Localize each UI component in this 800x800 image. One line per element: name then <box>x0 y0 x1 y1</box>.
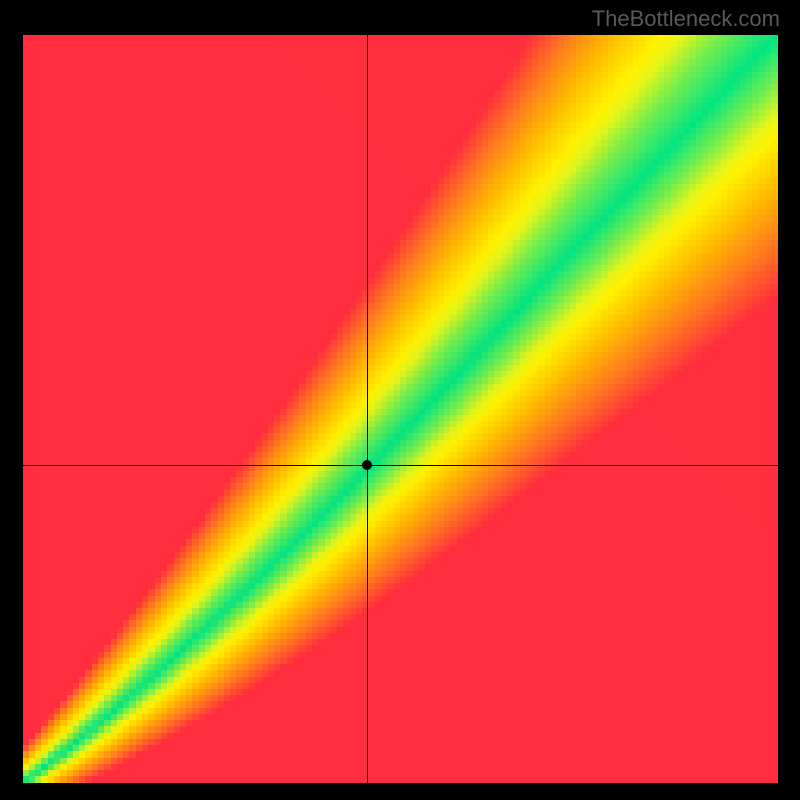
watermark-text: TheBottleneck.com <box>592 6 780 32</box>
crosshair-horizontal <box>23 465 778 466</box>
heatmap-plot <box>23 35 778 783</box>
crosshair-vertical <box>367 35 368 783</box>
crosshair-marker <box>362 460 372 470</box>
heatmap-canvas <box>23 35 778 783</box>
